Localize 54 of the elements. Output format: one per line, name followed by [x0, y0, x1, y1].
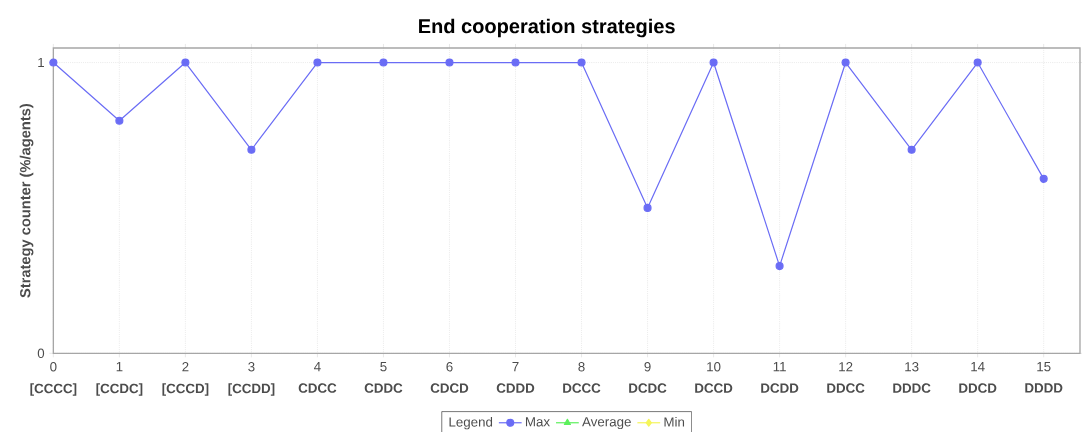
x-tick-label: 13: [905, 362, 919, 372]
text: DCCC: [563, 383, 601, 393]
x-tick-label: 2: [182, 362, 189, 372]
x-tick-label: 9: [644, 362, 651, 372]
text: [CCDC]: [96, 383, 143, 396]
point: [247, 145, 256, 154]
point: [445, 58, 454, 67]
x-tick-label: 12: [839, 362, 853, 372]
point: [379, 58, 388, 67]
text: DDDC: [893, 383, 931, 393]
point: [907, 145, 916, 154]
legend-title: Legend: [449, 416, 493, 430]
point: [643, 203, 652, 212]
x-tick-label: 1: [116, 362, 123, 372]
y-axis-title: Strategy counter (%/agents): [19, 104, 34, 298]
point: [511, 58, 520, 67]
text: DCDC: [629, 383, 667, 393]
x-tick-label: 4: [314, 362, 321, 372]
legend-label: Max: [525, 417, 550, 427]
text: CDDD: [496, 383, 535, 393]
text: [CCDD]: [228, 383, 275, 396]
x-tick-label: 0: [50, 362, 57, 372]
x-tick-label: 11: [773, 362, 786, 372]
point: [841, 58, 850, 67]
text: DDCC: [827, 383, 865, 393]
x-tick-label: 15: [1037, 362, 1051, 372]
point: [181, 58, 190, 67]
point: [49, 58, 58, 67]
point: [775, 262, 784, 271]
text: [CCCD]: [162, 383, 209, 396]
x-tick-label: 8: [578, 362, 585, 372]
point: [709, 58, 718, 67]
point: [577, 58, 586, 67]
x-tick-label: 5: [380, 362, 387, 372]
text: DCCD: [695, 383, 733, 393]
x-tick-label: 14: [971, 362, 985, 372]
legend-label: Average: [582, 417, 631, 430]
text: CDCD: [430, 383, 469, 393]
x-tick-label: 10: [707, 362, 721, 372]
text: DDDD: [1025, 383, 1063, 393]
legend-label: Min: [664, 416, 685, 427]
text: DDCD: [959, 383, 997, 393]
text: DCDD: [761, 383, 799, 393]
text: CDDC: [364, 383, 403, 393]
point: [115, 116, 124, 125]
chart-title: End cooperation strategies: [419, 18, 675, 38]
point: [313, 58, 322, 67]
text: [CCCC]: [30, 383, 77, 396]
text: CDCC: [298, 383, 337, 393]
x-tick-label: 3: [248, 362, 255, 372]
point: [1039, 174, 1048, 183]
x-tick-label: 7: [512, 362, 519, 372]
x-tick-label: 6: [446, 362, 453, 372]
point: [973, 58, 982, 67]
